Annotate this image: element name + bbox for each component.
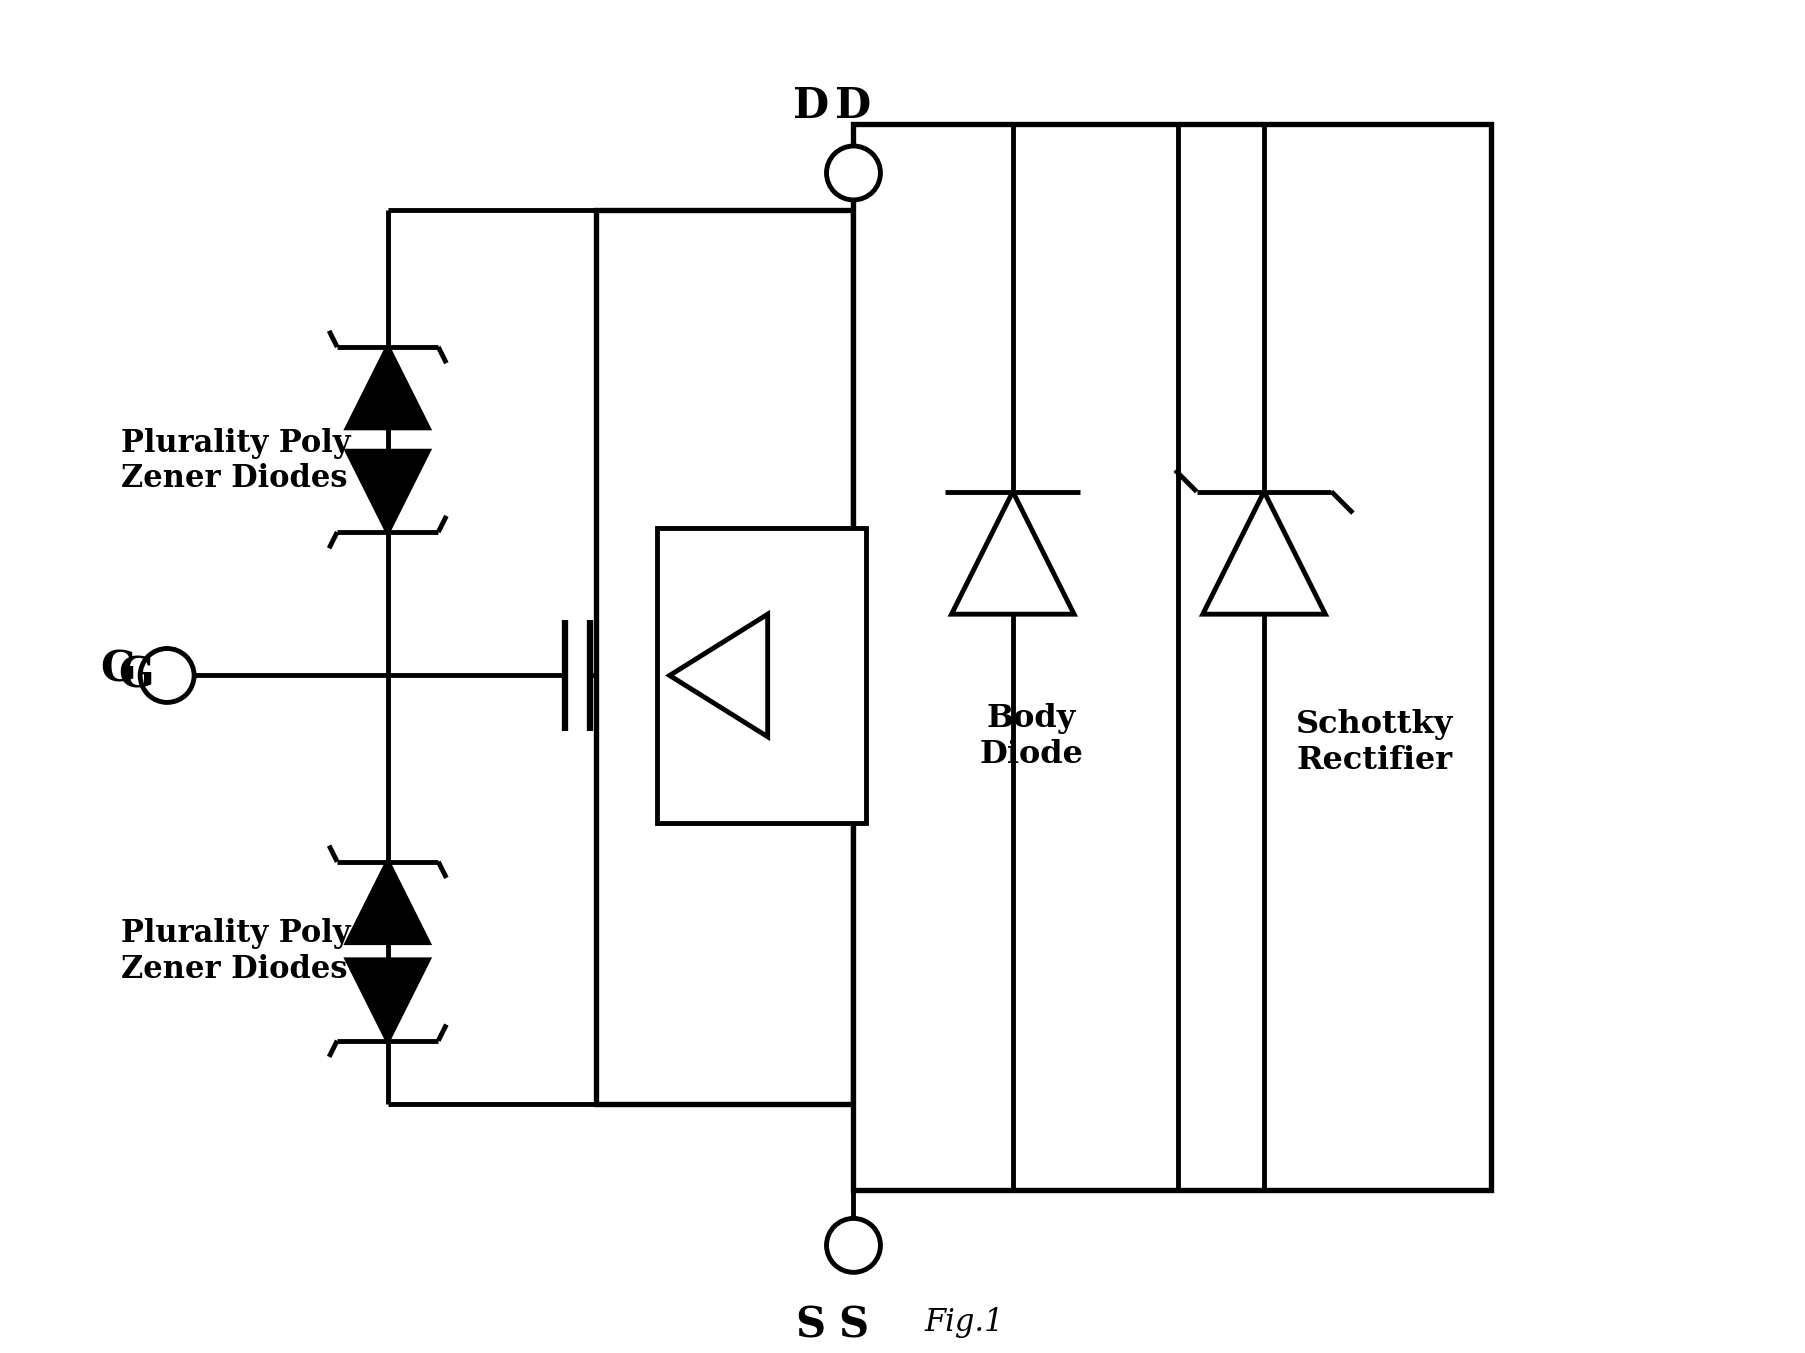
Circle shape <box>827 146 881 200</box>
Polygon shape <box>670 614 767 737</box>
Text: Fig.1: Fig.1 <box>924 1307 1004 1338</box>
Circle shape <box>141 648 195 702</box>
Bar <box>596 210 854 1104</box>
Text: G: G <box>101 648 135 690</box>
Text: D: D <box>792 85 828 127</box>
Polygon shape <box>951 491 1074 614</box>
Bar <box>854 124 1491 1191</box>
Text: D: D <box>836 85 872 127</box>
Circle shape <box>827 1219 881 1272</box>
Bar <box>657 529 866 823</box>
Text: Body
Diode: Body Diode <box>980 704 1083 770</box>
Text: Schottky
Rectifier: Schottky Rectifier <box>1296 709 1453 777</box>
Polygon shape <box>347 862 428 943</box>
Polygon shape <box>1202 491 1325 614</box>
Polygon shape <box>347 959 428 1040</box>
Text: Plurality Poly
Zener Diodes: Plurality Poly Zener Diodes <box>121 428 350 494</box>
Polygon shape <box>347 346 428 428</box>
Text: S: S <box>796 1304 825 1346</box>
Text: S: S <box>838 1304 868 1346</box>
Text: Plurality Poly
Zener Diodes: Plurality Poly Zener Diodes <box>121 917 350 985</box>
Polygon shape <box>347 451 428 532</box>
Text: G: G <box>119 655 153 697</box>
